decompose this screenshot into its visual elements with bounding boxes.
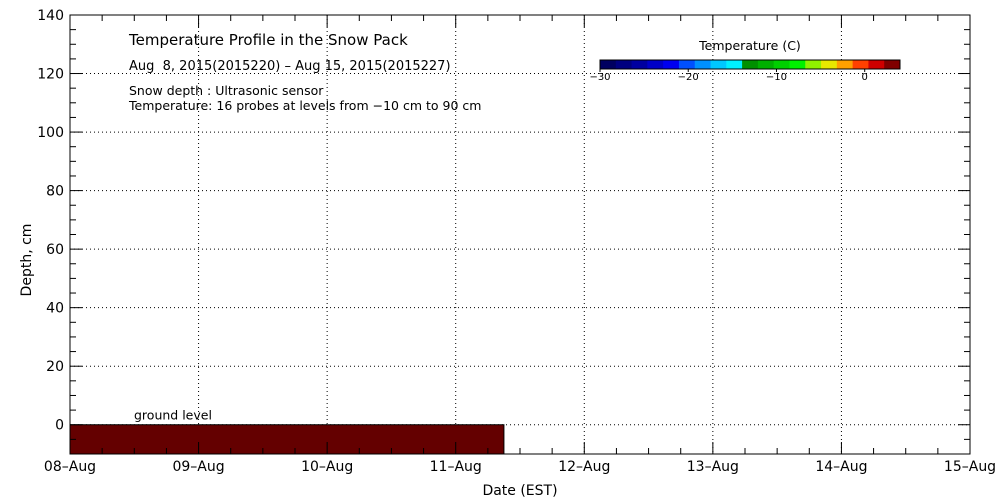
colorbar-cell	[600, 60, 617, 69]
x-tick-label: 13–Aug	[687, 459, 739, 475]
colorbar-frame	[599, 59, 901, 70]
x-tick-label: 14–Aug	[815, 459, 867, 475]
x-tick-label: 11–Aug	[430, 459, 482, 475]
colorbar-cell	[615, 60, 633, 69]
colorbar-cells	[600, 60, 901, 69]
colorbar-tick-label: 0	[862, 72, 868, 83]
colorbar-tick-label: −30	[589, 72, 610, 83]
colorbar: Temperature (C) −30 −20 −10 0	[589, 38, 901, 83]
colorbar-cell	[742, 60, 759, 69]
y-tick-label: 40	[46, 301, 64, 317]
colorbar-cell	[710, 60, 727, 69]
colorbar-cell	[663, 60, 680, 69]
colorbar-cell	[805, 60, 822, 69]
x-tick-label: 12–Aug	[558, 459, 610, 475]
x-tick-label: 09–Aug	[172, 459, 224, 475]
colorbar-cell	[631, 60, 648, 69]
colorbar-cell	[773, 60, 790, 69]
colorbar-cell	[789, 60, 806, 69]
note-snow-depth: Snow depth : Ultrasonic sensor	[129, 83, 324, 98]
x-tick-labels: 08–Aug 09–Aug 10–Aug 11–Aug 12–Aug 13–Aug 14–A…	[44, 459, 996, 475]
colorbar-ticks: −30 −20 −10 0	[589, 69, 868, 83]
y-axis-label: Depth, cm	[19, 224, 35, 297]
ground-level-bar	[69, 424, 505, 455]
axis-ticks	[69, 14, 971, 455]
x-axis-label: Date (EST)	[482, 483, 557, 499]
y-tick-label: 100	[37, 125, 64, 141]
y-tick-label: 80	[46, 184, 64, 200]
plot-frame	[69, 14, 971, 455]
y-tick-label: 20	[46, 359, 64, 375]
y-tick-label: 0	[55, 418, 64, 434]
colorbar-cell	[678, 60, 696, 69]
note-temperature-probes: Temperature: 16 probes at levels from −1…	[128, 98, 481, 113]
colorbar-cell	[852, 60, 869, 69]
colorbar-cell	[757, 60, 775, 69]
x-tick-label: 10–Aug	[301, 459, 353, 475]
chart-subtitle: Aug 8, 2015(2015220) – Aug 15, 2015(2015…	[129, 59, 451, 74]
colorbar-cell	[726, 60, 743, 69]
grid-lines	[70, 15, 970, 454]
colorbar-cell	[647, 60, 664, 69]
y-tick-labels: 0 20 40 60 80 100 120 140	[37, 8, 64, 434]
x-tick-label: 08–Aug	[44, 459, 96, 475]
colorbar-cell	[694, 60, 712, 69]
y-tick-label: 120	[37, 67, 64, 83]
colorbar-title: Temperature (C)	[698, 38, 801, 53]
colorbar-cell	[821, 60, 838, 69]
colorbar-cell	[884, 60, 901, 69]
colorbar-cell	[868, 60, 885, 69]
colorbar-tick-label: −20	[678, 72, 699, 83]
ground-level-label: ground level	[134, 408, 212, 423]
colorbar-cell	[836, 60, 854, 69]
colorbar-tick-label: −10	[766, 72, 787, 83]
chart-title: Temperature Profile in the Snow Pack	[128, 31, 408, 49]
y-tick-label: 140	[37, 8, 64, 24]
y-tick-label: 60	[46, 242, 64, 258]
x-tick-label: 15–Aug	[944, 459, 996, 475]
